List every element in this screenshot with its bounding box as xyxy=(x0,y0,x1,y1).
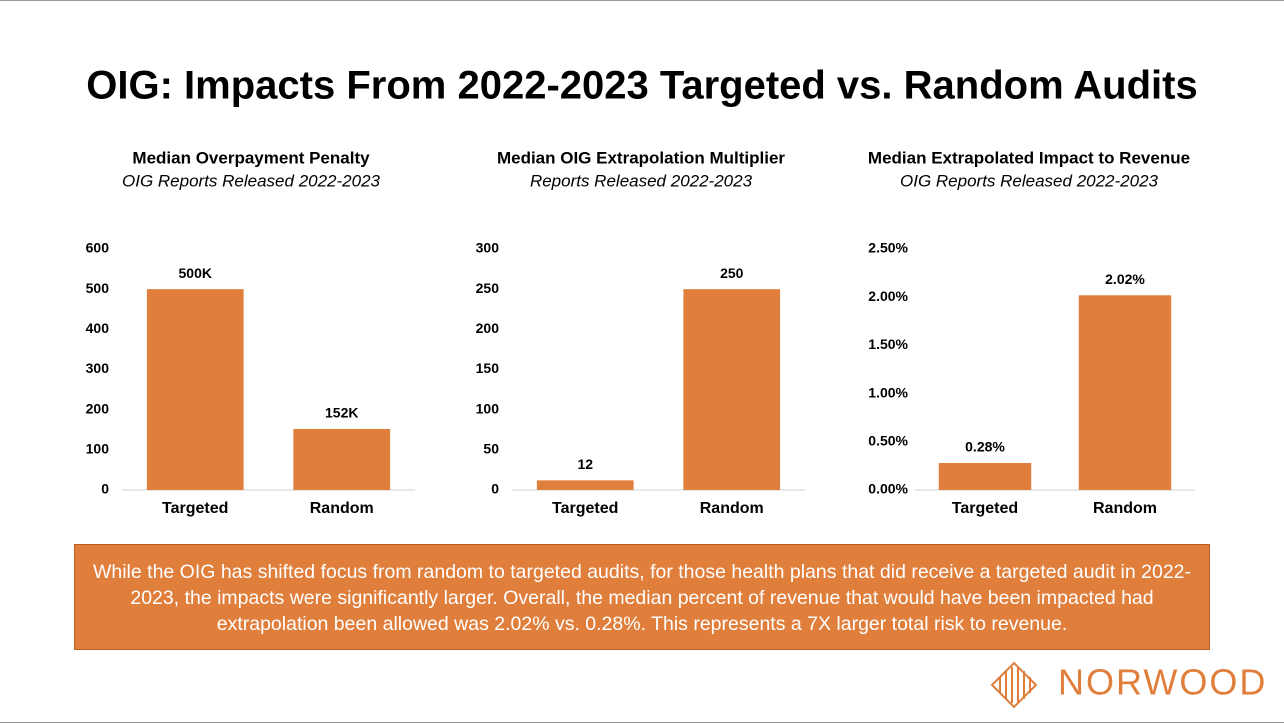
y-tick-label: 1.50% xyxy=(868,336,908,352)
logo-icon xyxy=(990,661,1038,709)
y-tick-label: 300 xyxy=(86,360,110,376)
bar xyxy=(293,428,391,490)
chart-title: Median Extrapolated Impact to Revenue xyxy=(868,148,1190,167)
x-tick-label: Random xyxy=(310,500,374,517)
y-tick-label: 2.50% xyxy=(868,240,908,256)
y-tick-label: 0 xyxy=(491,481,499,497)
x-tick-label: Random xyxy=(1093,500,1157,517)
x-tick-label: Targeted xyxy=(162,500,228,517)
y-tick-label: 2.00% xyxy=(868,288,908,304)
x-tick-label: Targeted xyxy=(552,500,618,517)
bar xyxy=(938,463,1032,490)
y-tick-label: 400 xyxy=(86,320,110,336)
y-tick-label: 50 xyxy=(483,441,499,457)
chart-subtitle: OIG Reports Released 2022-2023 xyxy=(900,171,1159,190)
chart-subtitle: Reports Released 2022-2023 xyxy=(530,171,753,190)
chart-subtitle: OIG Reports Released 2022-2023 xyxy=(122,171,381,190)
y-tick-label: 200 xyxy=(476,320,500,336)
y-tick-label: 100 xyxy=(86,441,110,457)
bar xyxy=(146,289,244,490)
y-tick-label: 200 xyxy=(86,400,110,416)
value-label: 152K xyxy=(325,405,358,421)
value-label: 500K xyxy=(179,265,212,281)
x-tick-label: Random xyxy=(700,500,764,517)
chart-title: Median Overpayment Penalty xyxy=(132,148,370,167)
bar xyxy=(536,480,634,490)
callout: While the OIG has shifted focus from ran… xyxy=(74,544,1210,650)
y-tick-label: 0.50% xyxy=(868,433,908,449)
value-label: 2.02% xyxy=(1105,271,1145,287)
x-tick-label: Targeted xyxy=(952,500,1018,517)
value-label: 250 xyxy=(720,265,744,281)
y-tick-label: 0 xyxy=(101,481,109,497)
y-tick-label: 0.00% xyxy=(868,481,908,497)
y-tick-label: 300 xyxy=(476,240,500,256)
y-tick-label: 100 xyxy=(476,400,500,416)
y-tick-label: 150 xyxy=(476,360,500,376)
y-tick-label: 1.00% xyxy=(868,384,908,400)
value-label: 12 xyxy=(577,456,593,472)
bar xyxy=(683,289,781,490)
bar xyxy=(1078,295,1172,490)
slide-title: OIG: Impacts From 2022-2023 Targeted vs.… xyxy=(86,64,1197,108)
y-tick-label: 600 xyxy=(86,240,110,256)
value-label: 0.28% xyxy=(965,439,1005,455)
y-tick-label: 500 xyxy=(86,280,110,296)
y-tick-label: 250 xyxy=(476,280,500,296)
logo-text: NORWOOD xyxy=(1058,662,1267,703)
chart-title: Median OIG Extrapolation Multiplier xyxy=(497,148,785,167)
